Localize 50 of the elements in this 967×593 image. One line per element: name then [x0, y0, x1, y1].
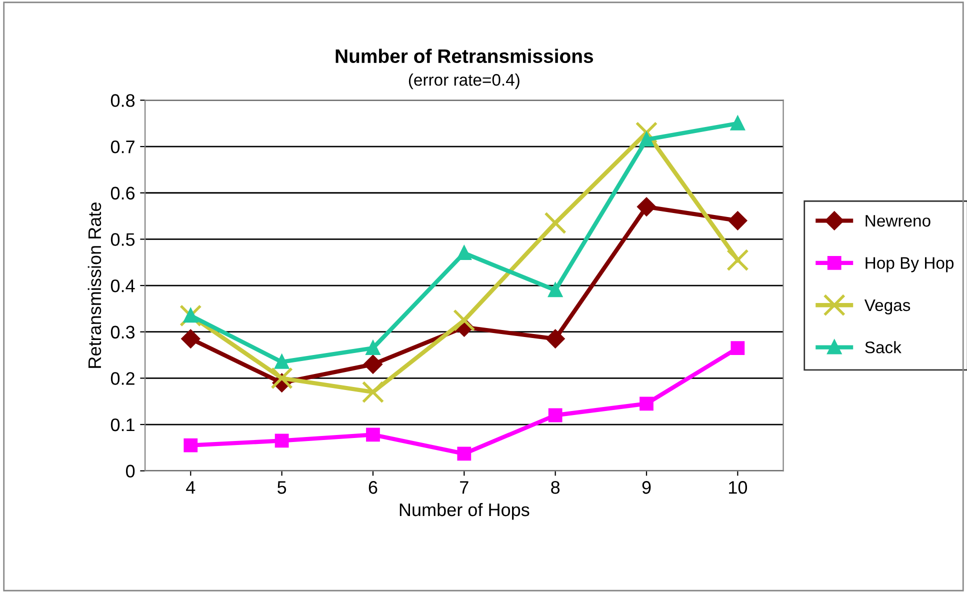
point: [366, 428, 380, 442]
point: [730, 341, 745, 356]
point: [726, 248, 749, 272]
point: [728, 211, 747, 230]
x-tick-label: 5: [278, 481, 286, 494]
y-tick-label: 0: [126, 464, 135, 478]
y-tick-label: 0.6: [110, 186, 135, 200]
point: [184, 438, 198, 452]
point: [640, 132, 654, 147]
y-tick-label: 0.1: [110, 418, 134, 432]
legend-label: Sack: [865, 341, 902, 354]
x-tick-label: 8: [551, 481, 560, 494]
legend-label: Hop By Hop: [866, 257, 954, 272]
x-axis-title: Number of Hops: [400, 502, 530, 520]
y-tick-label: 0.5: [110, 233, 135, 246]
point: [366, 341, 380, 356]
x-tick-label: 7: [460, 481, 468, 494]
point: [457, 446, 472, 461]
point: [181, 330, 200, 348]
point: [362, 380, 384, 404]
point: [544, 212, 566, 234]
chart-title: Number of Retransmissions: [336, 48, 594, 64]
point: [274, 434, 289, 448]
point: [184, 308, 198, 323]
x-tick-label: 4: [186, 481, 196, 494]
point: [635, 122, 658, 144]
x-tick-label: 9: [642, 481, 651, 494]
x-tick-label: 10: [729, 481, 748, 494]
point: [457, 246, 472, 260]
y-tick-label: 0.7: [110, 140, 134, 154]
point: [640, 396, 654, 411]
y-tick-label: 0.4: [110, 279, 135, 292]
point: [548, 408, 562, 422]
point: [546, 330, 565, 348]
point: [364, 355, 382, 374]
y-tick-label: 0.3: [110, 326, 135, 339]
point: [180, 304, 202, 327]
legend-label: Vegas: [864, 299, 910, 314]
point: [453, 309, 476, 332]
x-tick-label: 6: [368, 481, 378, 494]
legend-label: Newreno: [866, 215, 930, 227]
y-tick-label: 0.2: [110, 372, 134, 385]
point: [730, 116, 745, 130]
chart-subtitle: (error rate=0.4): [408, 74, 520, 90]
point: [637, 198, 656, 216]
point: [270, 367, 293, 390]
y-axis-title: Retransmission Rate: [88, 202, 102, 368]
y-tick-label: 0.8: [110, 94, 135, 107]
point: [548, 283, 562, 298]
point: [274, 355, 289, 369]
